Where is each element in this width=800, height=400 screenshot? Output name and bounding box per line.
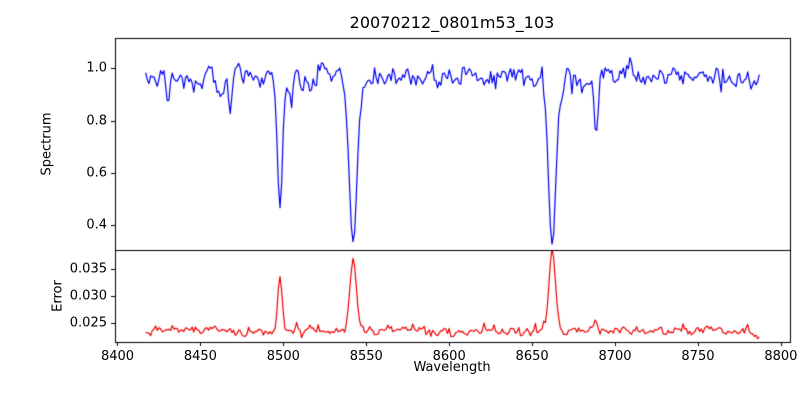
x-tick-label: 8400 [100,349,135,364]
x-axis-label: Wavelength [413,360,491,375]
y-tick-label-error: 0.035 [69,261,107,277]
chart-title: 20070212_0801m53_103 [349,13,555,32]
x-tick-label: 8700 [598,349,632,364]
x-tick-label: 8500 [266,349,300,364]
x-tick-label: 8750 [681,349,715,364]
x-tick-label: 8600 [432,349,466,364]
x-tick-label: 8800 [764,349,798,364]
y-tick-label-spectrum: 0.4 [86,217,107,233]
x-tick-label: 8650 [515,349,549,364]
y-tick-label-spectrum: 0.8 [86,113,107,129]
y-tick-label-error: 0.025 [69,315,107,331]
y-tick-label-spectrum: 0.6 [86,165,107,181]
y-tick-label-spectrum: 1.0 [86,60,107,76]
y-tick-label-error: 0.030 [69,288,107,304]
y-axis-label-error: Error [50,280,66,312]
x-tick-label: 8450 [183,349,217,364]
x-tick-label: 8550 [349,349,383,364]
y-axis-label-spectrum: Spectrum [39,112,55,176]
